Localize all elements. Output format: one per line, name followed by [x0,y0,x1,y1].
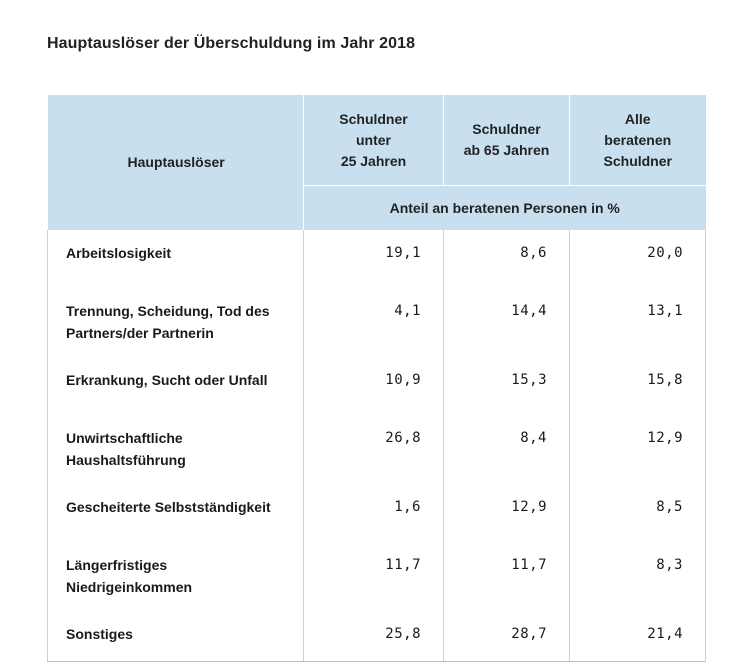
cell-ab-65: 12,9 [443,484,570,542]
cell-alle: 21,4 [569,611,706,662]
cell-unter-25: 11,7 [303,542,444,611]
table-row: Gescheiterte Selbstständigkeit 1,6 12,9 … [47,484,706,542]
header-alle-text: Alle beratenen Schuldner [603,110,672,169]
row-label: Arbeitslosigkeit [47,230,304,288]
data-table: Hauptauslöser Schuldner unter 25 Jahren Sc… [47,95,706,662]
cell-unter-25: 25,8 [303,611,444,662]
cell-ab-65: 8,6 [443,230,570,288]
cell-alle: 8,3 [569,542,706,611]
header-unter-25: Schuldner unter 25 Jahren [303,95,444,186]
table-row: Erkrankung, Sucht oder Unfall 10,9 15,3 … [47,357,706,415]
row-label: Sonstiges [47,611,304,662]
cell-alle: 15,8 [569,357,706,415]
row-label: Erkrankung, Sucht oder Unfall [47,357,304,415]
header-hauptausloeser: Hauptauslöser [47,95,304,230]
cell-unter-25: 26,8 [303,415,444,484]
table-row: Arbeitslosigkeit 19,1 8,6 20,0 [47,230,706,288]
cell-alle: 20,0 [569,230,706,288]
header-ab-65: Schuldner ab 65 Jahren [443,95,570,186]
header-alle: Alle beratenen Schuldner [569,95,706,186]
cell-alle: 13,1 [569,288,706,357]
row-label: Unwirtschaftliche Haushaltsführung [47,415,304,484]
cell-unter-25: 4,1 [303,288,444,357]
cell-unter-25: 19,1 [303,230,444,288]
header-ab-65-text: Schuldner ab 65 Jahren [463,121,550,158]
row-label: Trennung, Scheidung, Tod des Partners/de… [47,288,304,357]
cell-ab-65: 8,4 [443,415,570,484]
table-row: Sonstiges 25,8 28,7 21,4 [47,611,706,662]
row-label: Längerfristiges Niedrigeinkommen [47,542,304,611]
cell-ab-65: 14,4 [443,288,570,357]
cell-ab-65: 15,3 [443,357,570,415]
cell-alle: 8,5 [569,484,706,542]
cell-ab-65: 11,7 [443,542,570,611]
header-unter-25-text: Schuldner unter 25 Jahren [339,110,408,169]
table-row: Trennung, Scheidung, Tod des Partners/de… [47,288,706,357]
row-label: Gescheiterte Selbstständigkeit [47,484,304,542]
table-row: Längerfristiges Niedrigeinkommen 11,7 11… [47,542,706,611]
cell-unter-25: 10,9 [303,357,444,415]
page-title: Hauptauslöser der Überschuldung im Jahr … [47,35,416,52]
header-unit: Anteil an beratenen Personen in % [303,185,706,230]
table-row: Unwirtschaftliche Haushaltsführung 26,8 … [47,415,706,484]
cell-unter-25: 1,6 [303,484,444,542]
cell-ab-65: 28,7 [443,611,570,662]
cell-alle: 12,9 [569,415,706,484]
